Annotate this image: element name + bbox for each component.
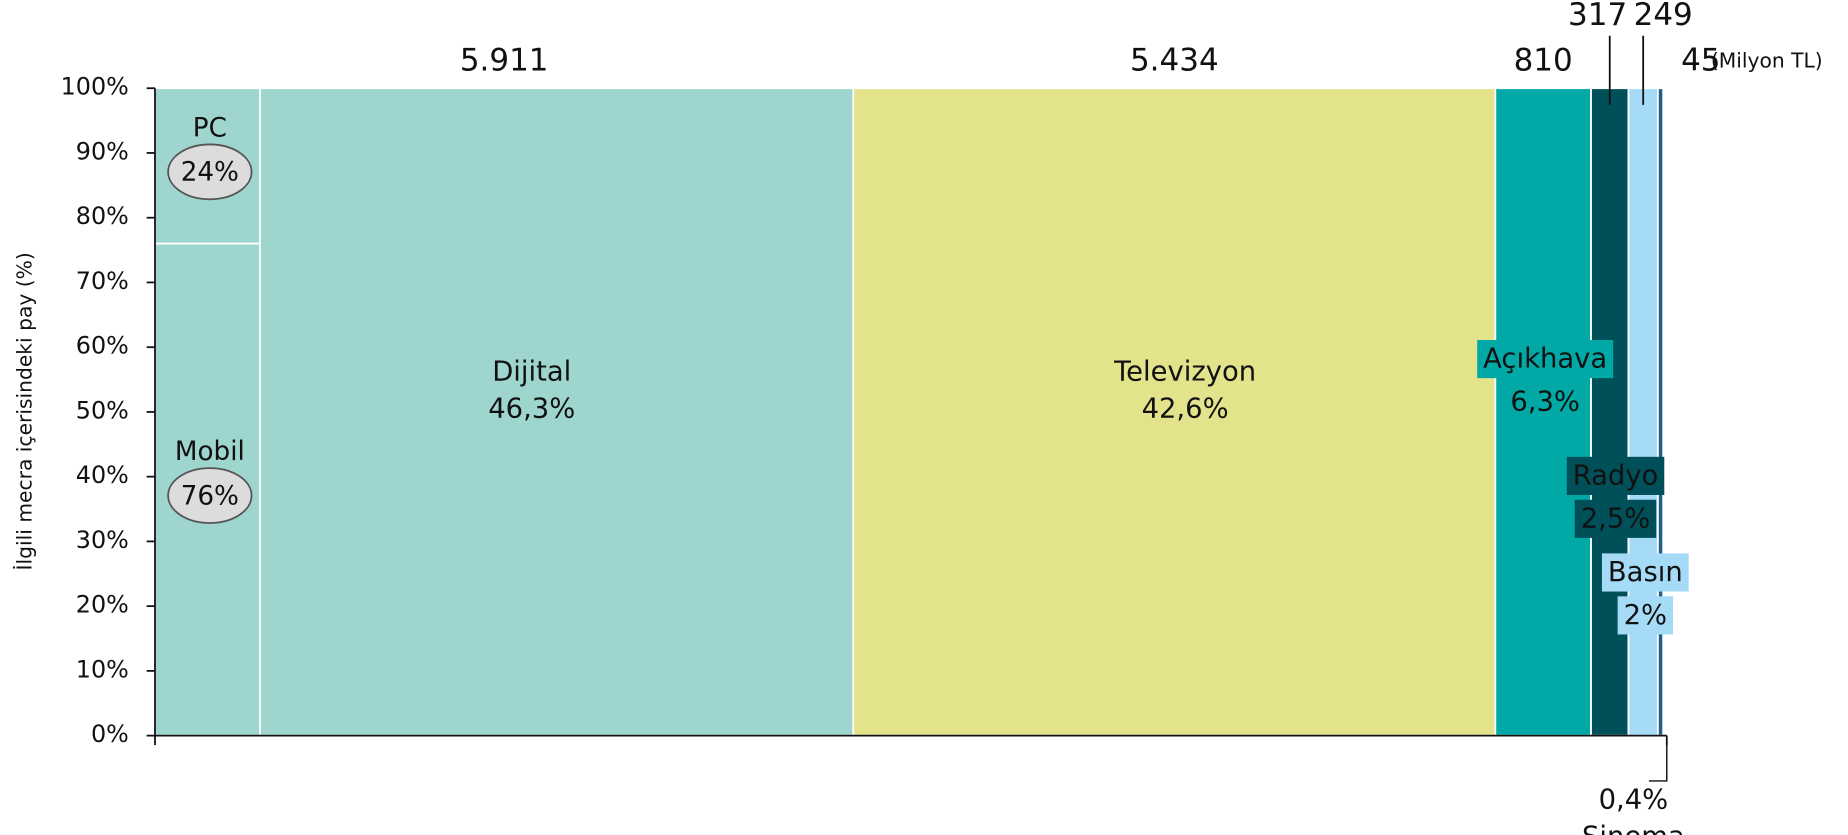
share-label: 0,4% bbox=[1599, 785, 1669, 816]
share-label: 6,3% bbox=[1510, 386, 1580, 417]
sub-value-label: 24% bbox=[181, 158, 239, 188]
label-box bbox=[1504, 382, 1586, 422]
bar bbox=[852, 87, 1497, 737]
value-label: 317 bbox=[1568, 0, 1627, 33]
value-label: 5.434 bbox=[1130, 42, 1219, 78]
label-box bbox=[1574, 499, 1657, 538]
category-label: Sinema bbox=[1582, 822, 1685, 835]
unit-label: (Milyon TL) bbox=[1711, 48, 1823, 72]
sub-badge bbox=[167, 143, 253, 201]
y-tick-label: 60% bbox=[76, 332, 129, 360]
plot: İlgili mecra içerisindeki pay (%) PC 24% M… bbox=[13, 0, 1823, 835]
leader-line bbox=[1648, 735, 1668, 782]
y-tick-label: 30% bbox=[76, 526, 129, 554]
y-tick-label: 0% bbox=[91, 720, 129, 748]
y-axis-label: İlgili mecra içerisindeki pay (%) bbox=[13, 252, 37, 570]
value-label: 5.911 bbox=[460, 42, 549, 78]
y-tick-label: 90% bbox=[76, 137, 129, 165]
value-label: 249 bbox=[1634, 0, 1693, 33]
y-tick-label: 40% bbox=[76, 461, 129, 489]
sub-label: Mobil bbox=[175, 437, 245, 467]
y-tick-label: 10% bbox=[76, 655, 129, 683]
bar bbox=[1590, 87, 1630, 737]
share-label: 46,3% bbox=[488, 394, 575, 425]
share-label: 2,5% bbox=[1581, 503, 1651, 534]
y-tick-label: 80% bbox=[76, 202, 129, 230]
category-label: Televizyon bbox=[1113, 357, 1256, 388]
category-label: Radyo bbox=[1573, 460, 1659, 491]
share-label: 42,6% bbox=[1142, 394, 1229, 425]
share-label: 2% bbox=[1624, 600, 1667, 631]
y-tick-label: 20% bbox=[76, 591, 129, 619]
bar bbox=[154, 87, 855, 737]
bar bbox=[1627, 87, 1659, 737]
label-box bbox=[1477, 339, 1614, 379]
bar bbox=[1656, 87, 1665, 737]
category-label: Basın bbox=[1608, 557, 1683, 588]
sub-value-label: 76% bbox=[181, 481, 239, 511]
category-label: Dijital bbox=[492, 357, 571, 388]
value-label: 810 bbox=[1514, 42, 1573, 78]
label-box bbox=[1601, 553, 1689, 592]
y-tick-label: 70% bbox=[76, 267, 129, 295]
sub-badge bbox=[167, 467, 253, 524]
label-box bbox=[1566, 456, 1665, 495]
y-tick-label: 50% bbox=[76, 396, 129, 424]
value-label: 45 bbox=[1681, 42, 1720, 78]
label-box bbox=[1617, 596, 1674, 635]
sub-label: PC bbox=[193, 113, 227, 143]
y-tick-label: 100% bbox=[61, 73, 129, 101]
category-label: Açıkhava bbox=[1483, 344, 1607, 375]
